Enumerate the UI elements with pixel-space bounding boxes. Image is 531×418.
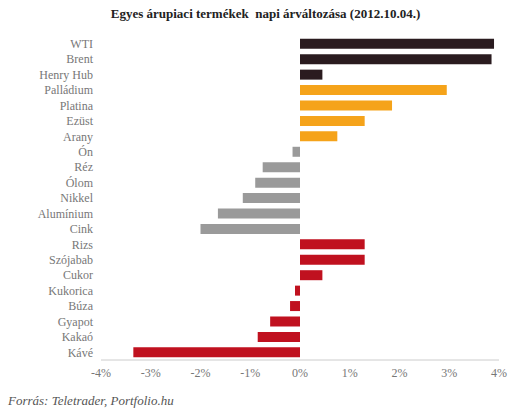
svg-text:Rizs: Rizs xyxy=(72,238,94,252)
svg-text:Nikkel: Nikkel xyxy=(60,191,93,205)
svg-text:Réz: Réz xyxy=(74,160,93,174)
svg-text:3%: 3% xyxy=(441,366,457,380)
svg-text:Cukor: Cukor xyxy=(63,268,93,282)
svg-text:WTI: WTI xyxy=(70,37,93,51)
svg-text:-3%: -3% xyxy=(141,366,161,380)
svg-text:Henry Hub: Henry Hub xyxy=(39,68,93,82)
svg-text:Búza: Búza xyxy=(68,299,93,313)
html-text:Forrás: Teletrader, Portfolio.: Forrás: Teletrader, Portfolio.hu xyxy=(8,393,174,408)
svg-text:Palládium: Palládium xyxy=(44,83,93,97)
svg-text:-2%: -2% xyxy=(191,366,211,380)
svg-text:Kakaó: Kakaó xyxy=(62,330,93,344)
svg-text:1%: 1% xyxy=(342,366,358,380)
svg-text:Brent: Brent xyxy=(66,52,93,66)
svg-text:Szójabab: Szójabab xyxy=(49,253,93,267)
svg-text:Kukorica: Kukorica xyxy=(48,284,93,298)
svg-text:Arany: Arany xyxy=(63,130,93,144)
svg-text:0%: 0% xyxy=(292,366,308,380)
svg-text:-4%: -4% xyxy=(91,366,111,380)
svg-text:Cink: Cink xyxy=(70,222,93,236)
html-text:Egyes árupiaci termékek napi á: Egyes árupiaci termékek napi árváltozása… xyxy=(110,6,421,21)
svg-text:Ezüst: Ezüst xyxy=(66,114,93,128)
svg-text:Gyapot: Gyapot xyxy=(58,315,94,329)
svg-text:Kávé: Kávé xyxy=(68,346,93,360)
svg-text:-1%: -1% xyxy=(240,366,260,380)
svg-text:Alumínium: Alumínium xyxy=(38,207,94,221)
svg-text:Platina: Platina xyxy=(60,99,94,113)
svg-text:Ón: Ón xyxy=(78,145,93,159)
svg-text:2%: 2% xyxy=(392,366,408,380)
svg-text:4%: 4% xyxy=(491,366,507,380)
svg-text:Ólom: Ólom xyxy=(66,176,94,190)
